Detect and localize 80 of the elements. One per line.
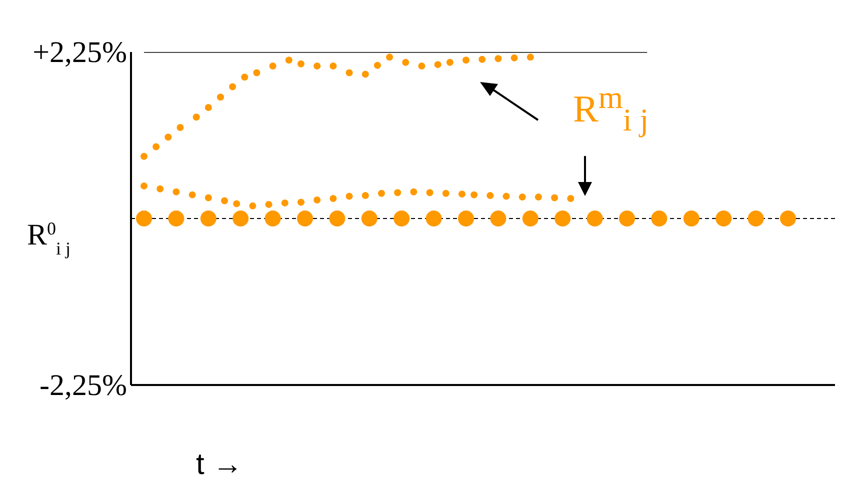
point: [394, 189, 402, 196]
point: [229, 83, 236, 90]
point: [192, 114, 200, 121]
point: [683, 210, 700, 226]
point: [330, 195, 337, 202]
y-tick-label: -2,25%: [40, 369, 127, 402]
point: [233, 200, 240, 208]
point: [152, 143, 160, 150]
point: [716, 210, 732, 226]
point: [204, 194, 212, 202]
point: [176, 124, 184, 131]
point: [486, 192, 494, 200]
point: [172, 188, 180, 196]
point: [551, 194, 558, 202]
point: [164, 134, 172, 141]
point: [204, 104, 212, 111]
point: [510, 54, 518, 62]
point: [140, 152, 148, 160]
point: [748, 210, 764, 226]
point: [470, 191, 478, 198]
point: [346, 192, 353, 200]
point: [402, 58, 410, 66]
y-tick-label: +2,25%: [32, 36, 127, 69]
point: [297, 198, 304, 206]
point: [458, 190, 466, 198]
point: [434, 61, 442, 68]
point: [502, 192, 510, 200]
point: [156, 185, 164, 192]
point: [378, 190, 385, 197]
point: [200, 210, 216, 226]
point: [651, 210, 668, 226]
point: [462, 56, 470, 64]
point: [281, 199, 288, 206]
point: [410, 188, 418, 196]
point: [586, 210, 603, 226]
point: [188, 191, 196, 198]
point: [518, 194, 526, 201]
point: [567, 195, 574, 202]
point: [554, 210, 571, 226]
point: [361, 210, 378, 226]
point: [490, 210, 506, 226]
point: [619, 210, 635, 226]
point: [446, 58, 454, 66]
point: [269, 62, 276, 70]
point: [362, 192, 369, 200]
point: [265, 200, 272, 208]
point: [478, 56, 486, 63]
point: [426, 189, 434, 196]
point: [241, 74, 248, 81]
point: [297, 210, 313, 226]
point: [249, 202, 256, 210]
point: [221, 197, 228, 204]
point: [458, 210, 474, 226]
point: [264, 210, 281, 226]
point: [314, 196, 321, 204]
point: [232, 210, 249, 226]
point: [386, 54, 394, 61]
point: [394, 210, 410, 226]
point: [362, 70, 369, 78]
point: [329, 210, 346, 226]
point: [136, 210, 152, 226]
point: [494, 55, 502, 62]
point: [374, 62, 381, 69]
point: [442, 190, 450, 197]
point: [330, 62, 337, 70]
point: [534, 194, 542, 201]
point: [780, 210, 796, 226]
point: [526, 54, 534, 61]
point: [426, 210, 442, 226]
point: [314, 62, 321, 70]
point: [168, 210, 184, 226]
point: [418, 62, 426, 70]
point: [253, 69, 260, 76]
point: [297, 60, 304, 68]
point: [140, 182, 148, 190]
point: [285, 56, 292, 64]
point: [522, 210, 538, 226]
point: [346, 69, 353, 76]
x-axis-title: t →: [196, 448, 243, 482]
point: [216, 94, 224, 101]
